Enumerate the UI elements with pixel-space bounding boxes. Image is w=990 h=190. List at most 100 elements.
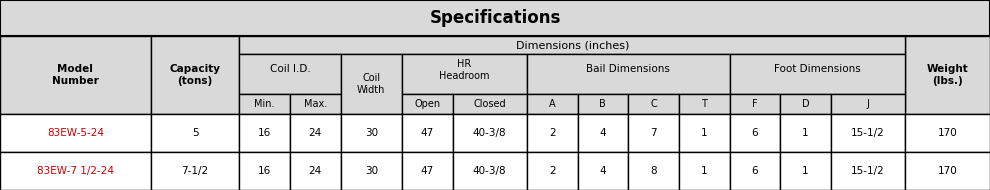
Bar <box>402 152 452 190</box>
Bar <box>831 114 905 152</box>
Bar <box>679 152 730 190</box>
Bar <box>527 152 577 190</box>
Bar <box>290 152 341 190</box>
Text: 24: 24 <box>309 128 322 138</box>
Bar <box>240 152 290 190</box>
Bar <box>527 114 577 152</box>
Bar <box>150 36 240 114</box>
Bar <box>240 36 905 54</box>
Bar <box>452 152 527 190</box>
Bar <box>341 54 402 114</box>
Text: Dimensions (inches): Dimensions (inches) <box>516 40 629 50</box>
Bar <box>240 94 290 114</box>
Bar <box>831 94 905 114</box>
Bar <box>452 114 527 152</box>
Text: 15-1/2: 15-1/2 <box>851 166 885 176</box>
Text: HR
Headroom: HR Headroom <box>440 59 490 81</box>
Text: T: T <box>701 99 707 109</box>
Text: Model
Number: Model Number <box>52 64 99 86</box>
Text: 1: 1 <box>802 128 809 138</box>
Text: 47: 47 <box>421 128 434 138</box>
Text: Coil
Width: Coil Width <box>357 73 385 95</box>
Text: A: A <box>548 99 555 109</box>
Text: 16: 16 <box>258 166 271 176</box>
Text: 16: 16 <box>258 128 271 138</box>
Text: C: C <box>650 99 657 109</box>
Bar <box>290 94 341 114</box>
Text: 4: 4 <box>600 128 606 138</box>
Text: 170: 170 <box>938 166 957 176</box>
Text: Specifications: Specifications <box>430 9 560 27</box>
Text: Open: Open <box>414 99 441 109</box>
Text: 30: 30 <box>364 128 378 138</box>
Text: Closed: Closed <box>473 99 506 109</box>
Bar <box>577 114 629 152</box>
Text: 83EW-5-24: 83EW-5-24 <box>47 128 104 138</box>
Text: 1: 1 <box>802 166 809 176</box>
Text: Weight
(lbs.): Weight (lbs.) <box>927 64 968 86</box>
Bar <box>402 114 452 152</box>
Bar <box>0 36 150 114</box>
Text: 2: 2 <box>548 166 555 176</box>
Text: J: J <box>866 99 869 109</box>
Bar <box>905 114 990 152</box>
Bar <box>629 152 679 190</box>
Text: Min.: Min. <box>254 99 275 109</box>
Text: 7: 7 <box>650 128 656 138</box>
Text: 1: 1 <box>701 166 708 176</box>
Text: 8: 8 <box>650 166 656 176</box>
Bar <box>341 114 402 152</box>
Bar <box>730 114 780 152</box>
Text: Coil I.D.: Coil I.D. <box>269 64 310 74</box>
Text: 7-1/2: 7-1/2 <box>181 166 209 176</box>
Bar <box>0 152 150 190</box>
Bar <box>240 114 290 152</box>
Text: 6: 6 <box>751 128 758 138</box>
Bar <box>905 152 990 190</box>
Text: 6: 6 <box>751 166 758 176</box>
Text: 5: 5 <box>192 128 198 138</box>
Bar <box>905 36 990 114</box>
Text: 40-3/8: 40-3/8 <box>473 166 507 176</box>
Bar <box>527 94 577 114</box>
Bar <box>290 114 341 152</box>
Text: Capacity
(tons): Capacity (tons) <box>169 64 221 86</box>
Bar <box>679 114 730 152</box>
Text: 47: 47 <box>421 166 434 176</box>
Bar <box>577 152 629 190</box>
Bar <box>780 114 831 152</box>
Text: D: D <box>802 99 810 109</box>
Bar <box>780 94 831 114</box>
Bar <box>629 114 679 152</box>
Text: F: F <box>752 99 757 109</box>
Bar <box>0 114 150 152</box>
Bar <box>629 94 679 114</box>
Text: 4: 4 <box>600 166 606 176</box>
Text: 170: 170 <box>938 128 957 138</box>
Bar <box>0 0 990 36</box>
Text: 2: 2 <box>548 128 555 138</box>
Text: 30: 30 <box>364 166 378 176</box>
Bar <box>831 152 905 190</box>
Bar <box>577 94 629 114</box>
Bar <box>452 94 527 114</box>
Bar <box>730 94 780 114</box>
Bar <box>341 152 402 190</box>
Bar <box>150 114 240 152</box>
Bar <box>679 94 730 114</box>
Text: 24: 24 <box>309 166 322 176</box>
Bar <box>527 54 730 94</box>
Text: Foot Dimensions: Foot Dimensions <box>774 64 860 74</box>
Bar <box>402 54 527 94</box>
Text: 40-3/8: 40-3/8 <box>473 128 507 138</box>
Text: Bail Dimensions: Bail Dimensions <box>586 64 670 74</box>
Text: 15-1/2: 15-1/2 <box>851 128 885 138</box>
Bar <box>150 152 240 190</box>
Bar <box>730 152 780 190</box>
Bar <box>240 54 341 94</box>
Bar <box>730 54 905 94</box>
Text: 83EW-7 1/2-24: 83EW-7 1/2-24 <box>37 166 114 176</box>
Text: B: B <box>600 99 606 109</box>
Bar <box>402 94 452 114</box>
Text: 1: 1 <box>701 128 708 138</box>
